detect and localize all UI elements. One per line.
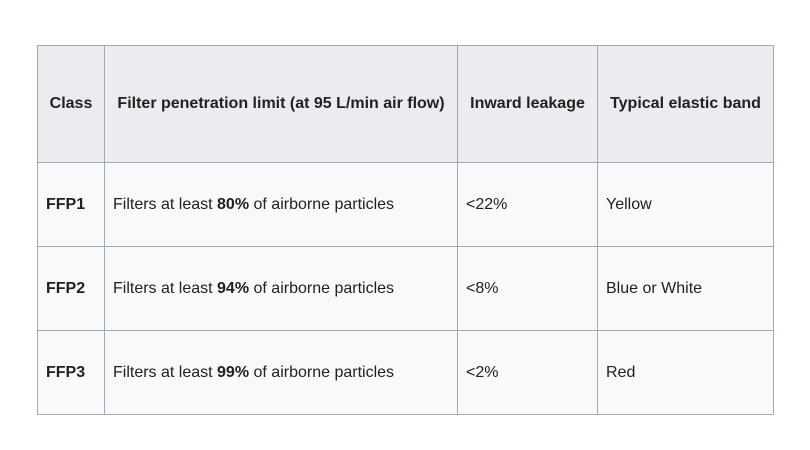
header-class: Class [37, 45, 105, 163]
inward-leakage-cell: <22% [457, 162, 598, 247]
filter-percent: 80% [217, 195, 250, 213]
row-class-label: FFP1 [37, 162, 105, 247]
header-row: Class Filter penetration limit (at 95 L/… [37, 45, 774, 163]
filter-limit-cell: Filters at least 94% of airborne particl… [104, 246, 458, 331]
inward-leakage-cell: <2% [457, 330, 598, 415]
row-class-label: FFP3 [37, 330, 105, 415]
filter-text-prefix: Filters at least [113, 279, 218, 297]
elastic-band-cell: Blue or White [597, 246, 774, 331]
filter-limit-cell: Filters at least 80% of airborne particl… [104, 162, 458, 247]
filter-text-suffix: of airborne particles [249, 195, 395, 213]
ffp-class-table: Class Filter penetration limit (at 95 L/… [37, 45, 774, 415]
header-elastic-band: Typical elastic band [597, 45, 774, 163]
filter-text-suffix: of airborne particles [249, 363, 395, 381]
table-row: FFP3 Filters at least 99% of airborne pa… [37, 330, 774, 415]
table-body: FFP1 Filters at least 80% of airborne pa… [37, 162, 774, 415]
elastic-band-cell: Yellow [597, 162, 774, 247]
filter-percent: 99% [217, 363, 250, 381]
row-class-label: FFP2 [37, 246, 105, 331]
filter-text-prefix: Filters at least [113, 363, 218, 381]
filter-percent: 94% [217, 279, 250, 297]
header-filter-limit: Filter penetration limit (at 95 L/min ai… [104, 45, 458, 163]
filter-limit-cell: Filters at least 99% of airborne particl… [104, 330, 458, 415]
filter-text-suffix: of airborne particles [249, 279, 395, 297]
filter-text-prefix: Filters at least [113, 195, 218, 213]
table-row: FFP2 Filters at least 94% of airborne pa… [37, 246, 774, 331]
elastic-band-cell: Red [597, 330, 774, 415]
table-row: FFP1 Filters at least 80% of airborne pa… [37, 162, 774, 247]
header-inward-leakage: Inward leakage [457, 45, 598, 163]
table-header: Class Filter penetration limit (at 95 L/… [37, 45, 774, 163]
inward-leakage-cell: <8% [457, 246, 598, 331]
